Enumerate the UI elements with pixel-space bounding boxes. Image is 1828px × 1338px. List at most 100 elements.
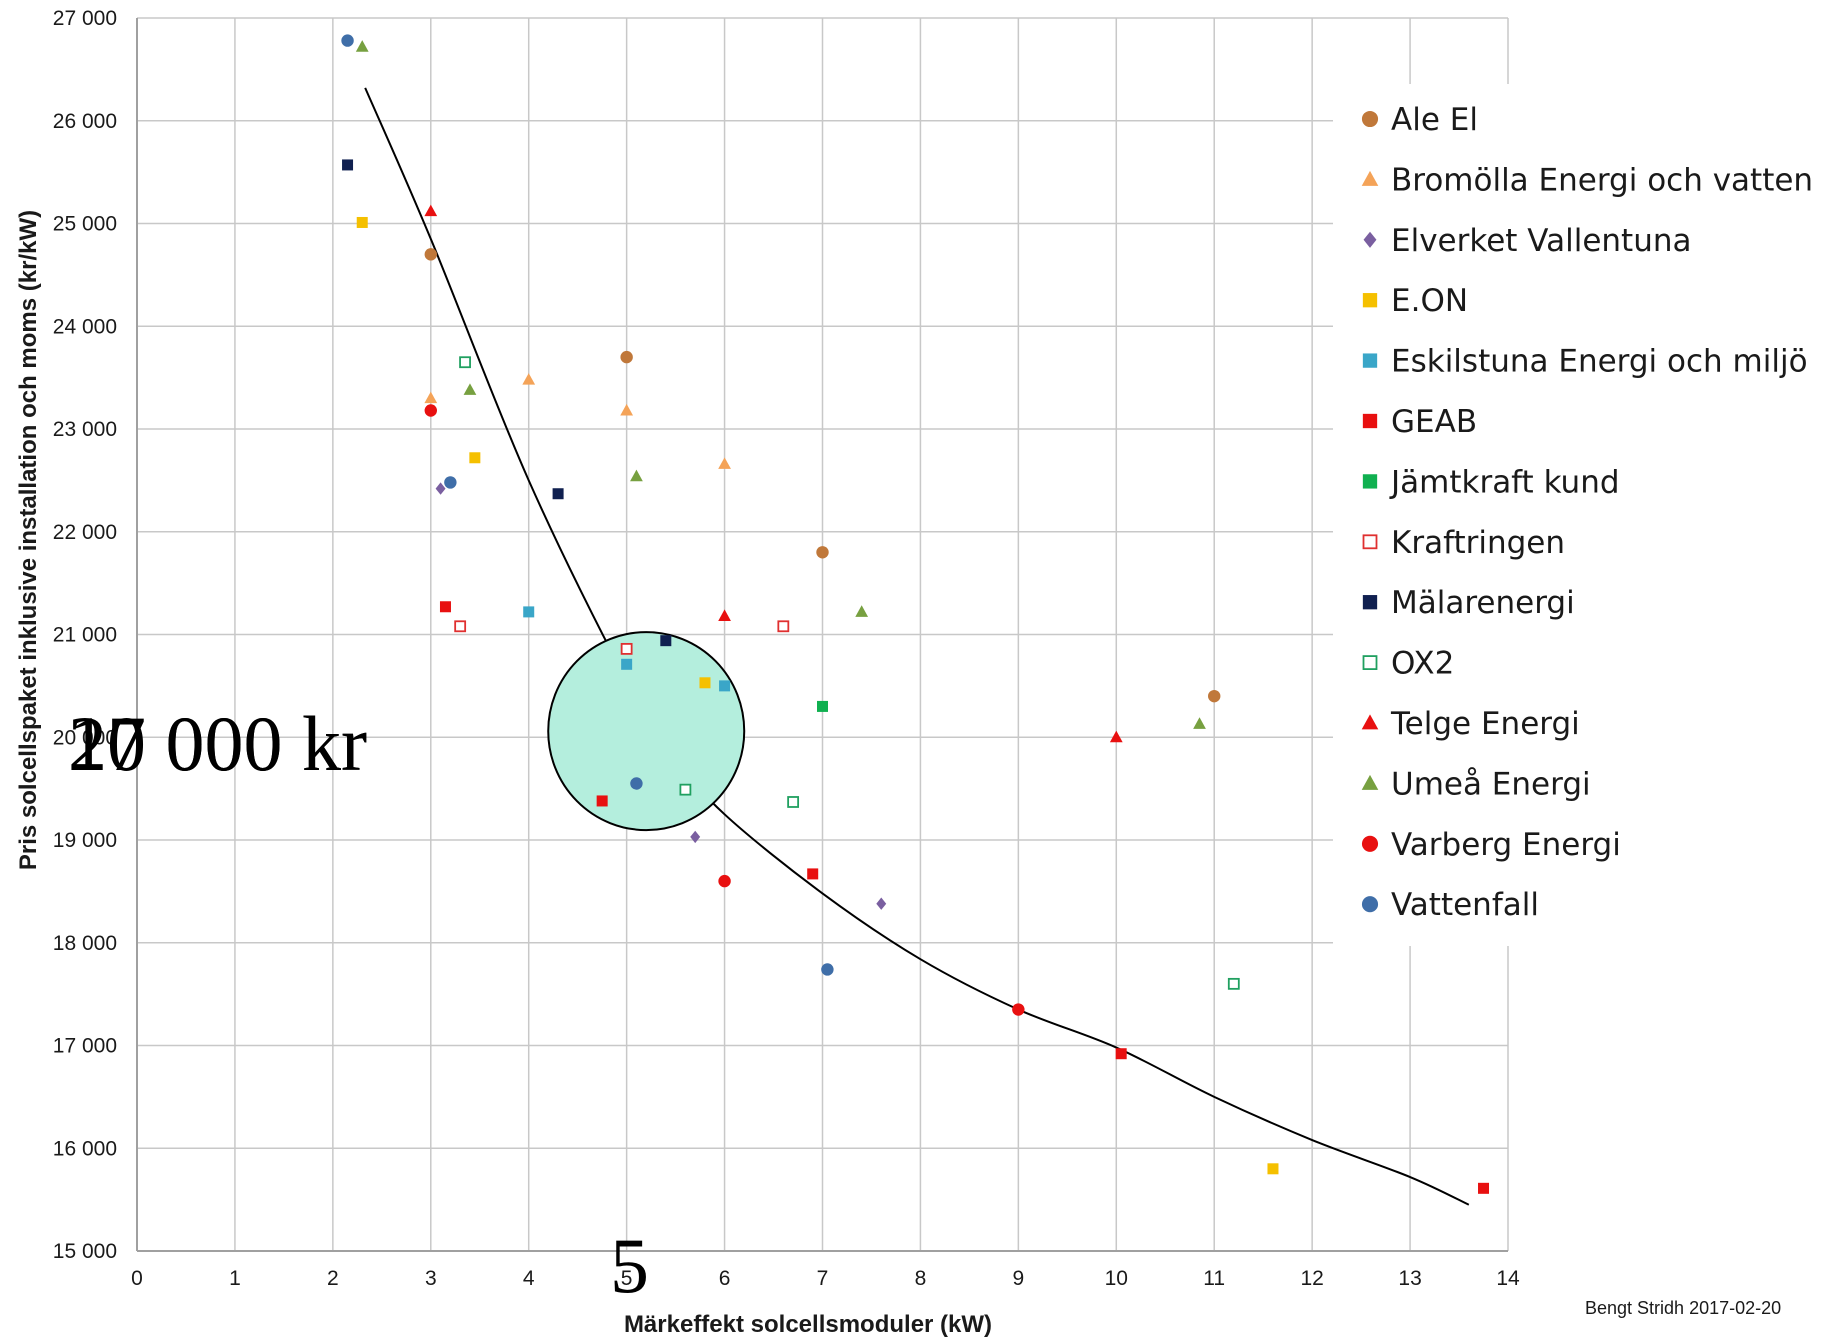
data-point [620,642,633,655]
legend-label: Eskilstuna Energi och miljö [1391,344,1808,380]
legend-marker [1362,655,1378,670]
legend-marker [1361,110,1379,128]
data-point [621,658,633,670]
x-tick-label: 3 [425,1267,437,1290]
data-point [1115,1048,1127,1060]
legend-marker [1362,595,1378,610]
data-point [435,482,446,495]
y-axis-title: Pris solcellspaket inklusive installatio… [15,210,42,870]
gridlines [136,17,1509,1252]
legend-marker [1362,413,1378,429]
data-point [816,546,829,559]
data-point [355,40,369,52]
data-point [424,391,438,404]
data-point [463,383,477,395]
data-point [876,897,887,910]
data-point [424,248,437,261]
data-point [718,609,731,621]
legend-label: Jämtkraft kund [1389,464,1620,500]
data-point [718,457,731,469]
trend-line [364,87,1470,1206]
data-point [620,403,634,416]
data-point [596,795,608,807]
data-point [817,700,828,712]
data-points [341,34,1490,1194]
y-tick-label: 27 000 [53,7,117,30]
y-tick-label: 16 000 [53,1137,117,1160]
data-point [855,605,869,617]
legend-marker [1362,293,1378,308]
legend-label: Mälarenergi [1391,585,1575,621]
legend-label: GEAB [1391,404,1477,440]
x-tick-label: 4 [523,1267,535,1290]
legend-marker [1362,353,1378,368]
legend-marker [1362,474,1378,489]
credit-text: Bengt Stridh 2017-02-20 [1585,1298,1781,1318]
legend-marker [1363,231,1377,248]
data-point [552,488,564,500]
y-tick-label: 23 000 [53,418,117,441]
legend-label: Telge Energi [1390,706,1580,742]
x-tick-label: 11 [1203,1267,1225,1290]
data-point [444,476,457,489]
annotation-17000-kr: 17 000 kr [68,700,367,787]
data-point [523,606,535,618]
y-tick-label: 20 000 [53,726,117,749]
legend: Ale El Bromölla Energi och vatten Elverket… [1361,102,1813,923]
annotation-x-5: 5 [610,1222,649,1309]
data-point [1012,1003,1025,1016]
x-tick-label: 5 [621,1267,633,1290]
legend-marker [1361,170,1379,186]
data-point [1267,1163,1279,1175]
x-tick-label: 12 [1300,1267,1323,1290]
data-point [1227,977,1240,990]
x-tick-label: 13 [1398,1267,1421,1290]
data-point [777,620,790,633]
legend-marker [1361,774,1379,790]
data-point [342,159,354,171]
x-tick-label: 1 [229,1267,241,1290]
data-point [1478,1182,1490,1194]
y-tick-label: 22 000 [53,521,117,544]
data-point [459,356,471,369]
y-tick-label: 15 000 [53,1240,117,1263]
data-point [356,216,368,228]
x-tick-label: 14 [1496,1267,1520,1290]
data-point [1208,689,1221,703]
data-point [679,783,692,796]
x-tick-label: 8 [915,1267,927,1290]
legend-label: Ale El [1391,102,1478,138]
data-point [630,469,643,482]
data-point [439,601,451,613]
legend-label: E.ON [1391,283,1468,319]
y-tick-label: 21 000 [53,624,117,647]
data-point [718,874,731,888]
data-point [424,404,437,417]
data-point [341,34,354,47]
x-tick-label: 7 [817,1267,829,1290]
x-tick-label: 0 [131,1267,143,1290]
legend-label: Umeå Energi [1391,766,1591,802]
legend-label: Varberg Energi [1391,827,1621,863]
legend-marker [1361,835,1379,852]
y-tick-label: 19 000 [53,829,117,852]
y-tick-label: 17 000 [53,1035,117,1058]
data-point [424,204,438,217]
data-point [807,868,819,880]
x-tick-label: 6 [719,1267,731,1290]
x-tick-label: 2 [327,1267,339,1290]
data-point [620,350,633,364]
legend-label: OX2 [1391,646,1454,682]
legend-marker [1361,714,1379,730]
y-tick-label: 25 000 [53,213,117,236]
legend-label: Kraftringen [1391,525,1565,561]
x-tick-label: 9 [1013,1267,1025,1290]
y-tick-label: 24 000 [53,315,117,338]
data-point [660,635,672,647]
data-point [454,620,467,633]
data-point [821,963,834,976]
data-point [719,680,731,692]
y-tick-label: 26 000 [53,110,117,133]
